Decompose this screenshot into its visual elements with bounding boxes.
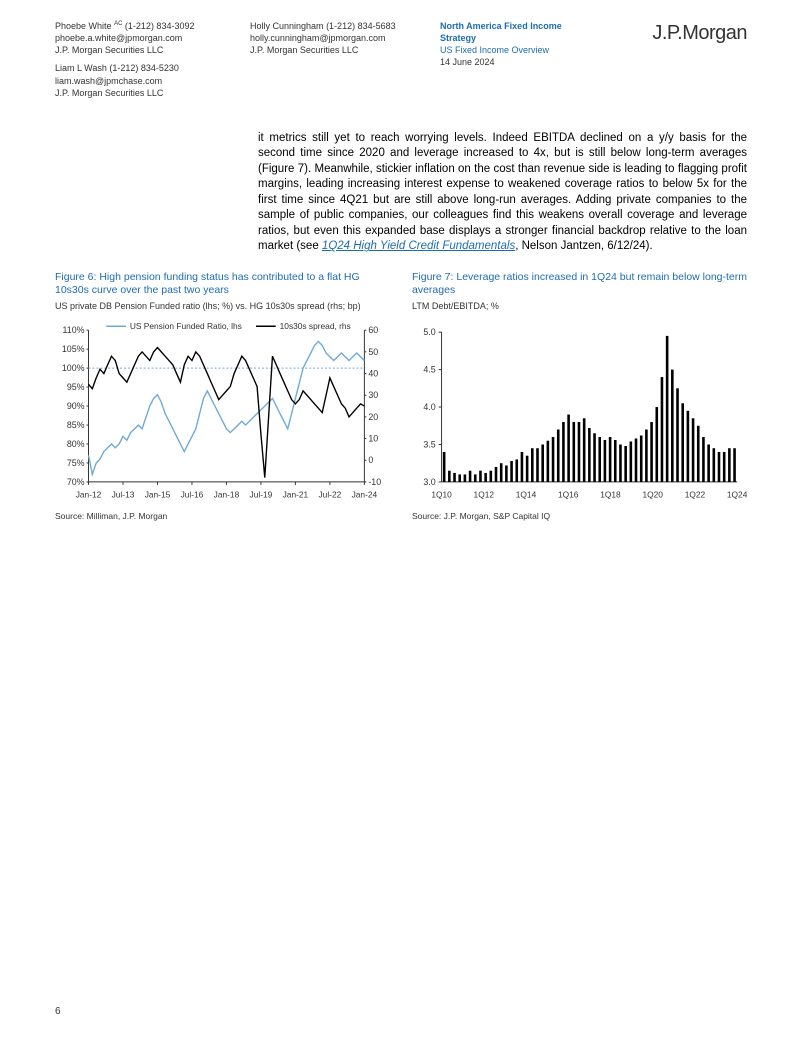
svg-text:90%: 90%	[67, 401, 85, 411]
svg-text:Jul-13: Jul-13	[112, 490, 135, 500]
svg-text:Jan-12: Jan-12	[76, 490, 102, 500]
svg-text:30: 30	[368, 390, 378, 400]
author-name: Phoebe White	[55, 21, 112, 31]
svg-text:1Q18: 1Q18	[600, 490, 621, 500]
svg-text:5.0: 5.0	[423, 327, 435, 337]
author-phone: (1-212) 834-3092	[125, 21, 195, 31]
author-sup: AC	[114, 21, 122, 27]
svg-text:1Q12: 1Q12	[474, 490, 495, 500]
svg-text:1Q10: 1Q10	[431, 490, 452, 500]
header-author-block-1: Phoebe White AC (1-212) 834-3092 phoebe.…	[55, 20, 230, 99]
doc-subtitle: US Fixed Income Overview	[440, 44, 600, 56]
author-name: Holly Cunningham	[250, 21, 324, 31]
figure-7-source: Source: J.P. Morgan, S&P Capital IQ	[412, 511, 747, 521]
svg-text:20: 20	[368, 412, 378, 422]
svg-text:10s30s spread, rhs: 10s30s spread, rhs	[280, 321, 351, 331]
svg-text:4.0: 4.0	[423, 402, 435, 412]
svg-text:Jul-22: Jul-22	[319, 490, 342, 500]
svg-text:80%: 80%	[67, 439, 85, 449]
figure-7-title: Figure 7: Leverage ratios increased in 1…	[412, 271, 747, 297]
body-link[interactable]: 1Q24 High Yield Credit Fundamentals	[322, 240, 515, 252]
svg-text:1Q22: 1Q22	[685, 490, 706, 500]
svg-text:3.5: 3.5	[423, 440, 435, 450]
svg-text:US Pension Funded Ratio, lhs: US Pension Funded Ratio, lhs	[130, 321, 242, 331]
author-name: Liam L Wash	[55, 63, 107, 73]
figure-6-subtitle: US private DB Pension Funded ratio (lhs;…	[55, 301, 390, 311]
svg-text:50: 50	[368, 347, 378, 357]
svg-text:-10: -10	[368, 477, 381, 487]
svg-text:1Q24: 1Q24	[727, 490, 747, 500]
page-number: 6	[55, 1006, 61, 1017]
figure-7-subtitle: LTM Debt/EBITDA; %	[412, 301, 747, 311]
svg-text:0: 0	[368, 455, 373, 465]
body-text-part2: , Nelson Jantzen, 6/12/24).	[515, 240, 652, 252]
svg-text:Jan-24: Jan-24	[352, 490, 378, 500]
svg-text:100%: 100%	[62, 363, 85, 373]
svg-text:Jul-16: Jul-16	[181, 490, 204, 500]
svg-text:85%: 85%	[67, 420, 85, 430]
author-email: phoebe.a.white@jpmorgan.com	[55, 32, 230, 44]
svg-text:10: 10	[368, 434, 378, 444]
svg-text:1Q20: 1Q20	[642, 490, 663, 500]
author-email: liam.wash@jpmchase.com	[55, 75, 230, 87]
svg-text:110%: 110%	[63, 325, 85, 335]
charts-row: Figure 6: High pension funding status ha…	[55, 271, 747, 521]
svg-text:1Q14: 1Q14	[516, 490, 537, 500]
figure-6-block: Figure 6: High pension funding status ha…	[55, 271, 390, 521]
body-text-part1: it metrics still yet to reach worrying l…	[258, 132, 747, 253]
author-firm: J.P. Morgan Securities LLC	[55, 87, 230, 99]
svg-text:40: 40	[368, 369, 378, 379]
svg-text:70%: 70%	[67, 477, 85, 487]
doc-date: 14 June 2024	[440, 56, 600, 68]
doc-strategy: North America Fixed Income Strategy	[440, 20, 600, 44]
author-email: holly.cunningham@jpmorgan.com	[250, 32, 420, 44]
document-header: Phoebe White AC (1-212) 834-3092 phoebe.…	[55, 20, 747, 99]
author-firm: J.P. Morgan Securities LLC	[55, 44, 230, 56]
figure-6-source: Source: Milliman, J.P. Morgan	[55, 511, 390, 521]
author-phone: (1-212) 834-5683	[326, 21, 396, 31]
svg-text:1Q16: 1Q16	[558, 490, 579, 500]
figure-6-title: Figure 6: High pension funding status ha…	[55, 271, 390, 297]
svg-text:60: 60	[368, 325, 378, 335]
svg-text:Jul-19: Jul-19	[250, 490, 273, 500]
svg-text:95%: 95%	[67, 382, 85, 392]
figure-7-block: Figure 7: Leverage ratios increased in 1…	[412, 271, 747, 521]
svg-text:3.0: 3.0	[423, 477, 435, 487]
svg-text:75%: 75%	[67, 458, 85, 468]
svg-text:4.5: 4.5	[423, 365, 435, 375]
figure-7-chart: 3.0 3.5 4.0 4.5 5.0 1Q10 1Q12 1Q14 1Q16 1Q18 1Q20 1…	[412, 315, 747, 505]
svg-text:Jan-18: Jan-18	[214, 490, 240, 500]
header-doc-title: North America Fixed Income Strategy US F…	[440, 20, 600, 99]
header-author-block-2: Holly Cunningham (1-212) 834-5683 holly.…	[250, 20, 420, 99]
svg-text:Jan-21: Jan-21	[283, 490, 309, 500]
author-phone: (1-212) 834-5230	[109, 63, 179, 73]
logo: J.P.Morgan	[620, 20, 747, 99]
body-paragraph: it metrics still yet to reach worrying l…	[258, 131, 747, 255]
svg-text:105%: 105%	[62, 344, 85, 354]
author-firm: J.P. Morgan Securities LLC	[250, 44, 420, 56]
figure-6-chart: 70% 75% 80% 85% 90% 95% 100% 105% 110% -10 0 10 20 30…	[55, 315, 390, 505]
svg-text:Jan-15: Jan-15	[145, 490, 171, 500]
